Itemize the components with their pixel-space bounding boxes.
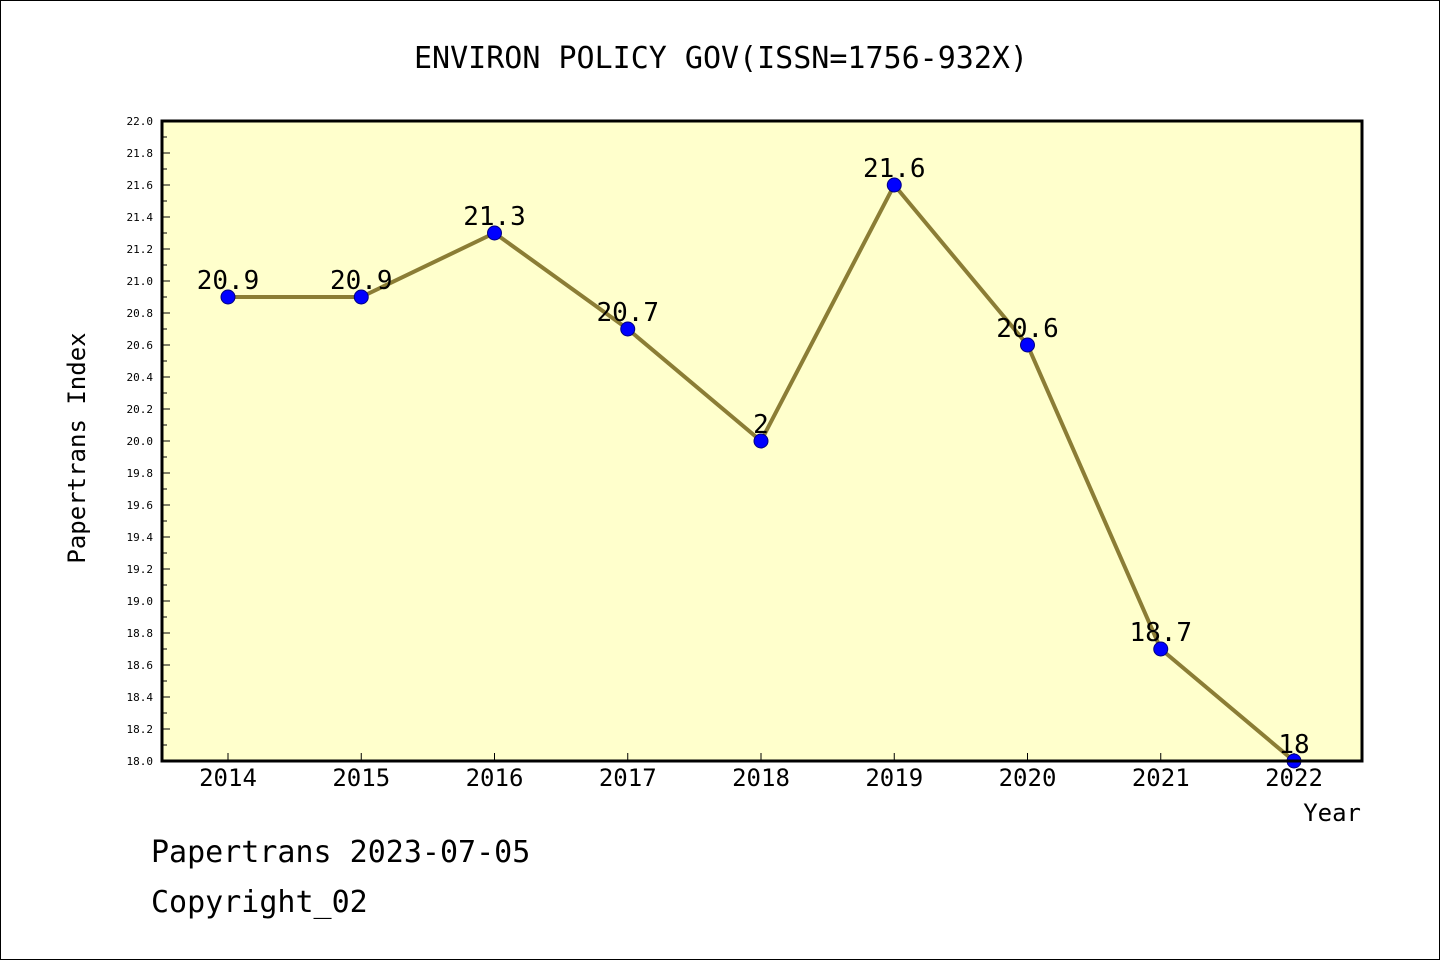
data-label: 20.9 [197, 266, 260, 296]
y-tick-label: 21.4 [127, 211, 154, 224]
y-tick-label: 20.8 [127, 307, 154, 320]
y-tick-label: 19.8 [127, 467, 154, 480]
y-tick-label: 19.2 [127, 563, 154, 576]
x-tick-label: 2015 [332, 764, 390, 792]
x-tick-label: 2022 [1265, 764, 1323, 792]
y-tick-label: 19.0 [127, 595, 154, 608]
x-axis-label: Year [1303, 799, 1361, 827]
x-tick-label: 2014 [199, 764, 257, 792]
x-tick-label: 2018 [732, 764, 790, 792]
x-tick-label: 2019 [865, 764, 923, 792]
data-label: 21.6 [863, 154, 926, 184]
y-tick-label: 22.0 [127, 115, 154, 128]
y-tick-label: 18.6 [127, 659, 154, 672]
y-tick-label: 20.4 [127, 371, 154, 384]
y-tick-label: 21.0 [127, 275, 154, 288]
data-label: 20.6 [996, 314, 1059, 344]
y-tick-label: 18.4 [127, 691, 154, 704]
data-point-marker [620, 321, 636, 337]
data-point-marker [487, 225, 502, 241]
data-label: 18 [1278, 730, 1309, 760]
y-tick-label: 18.0 [127, 755, 154, 768]
y-tick-label: 21.6 [127, 179, 154, 192]
x-tick-label: 2016 [466, 764, 524, 792]
data-point-marker [753, 433, 769, 449]
plot-area: 18.0 18.2 18.4 18.6 18.8 19.0 19.2 19.4 19.6 19.8… [127, 115, 1364, 792]
x-tick-label: 2017 [599, 764, 657, 792]
footer-copyright: Copyright_02 [151, 885, 368, 920]
x-tick-label: 2021 [1132, 764, 1190, 792]
chart-title: ENVIRON POLICY GOV(ISSN=1756-932X) [414, 41, 1028, 76]
y-tick-label: 18.8 [127, 627, 154, 640]
data-point-marker [220, 289, 236, 305]
data-label: 20.7 [596, 298, 659, 328]
y-tick-label: 20.2 [127, 403, 154, 416]
data-point-marker [1153, 641, 1169, 657]
data-label: 2 [753, 410, 769, 440]
data-label: 18.7 [1129, 618, 1192, 648]
y-tick-label: 21.8 [127, 147, 154, 160]
y-tick-label: 20.0 [127, 435, 154, 448]
plot-border [160, 119, 1364, 763]
y-tick-label: 19.6 [127, 499, 154, 512]
data-label: 21.3 [463, 202, 526, 232]
data-point-marker [1020, 337, 1035, 353]
y-tick-label: 19.4 [127, 531, 154, 544]
data-point-marker [353, 289, 369, 305]
y-tick-label: 18.2 [127, 723, 154, 736]
x-tick-label: 2020 [999, 764, 1057, 792]
y-axis-label: Papertrans Index [63, 332, 91, 563]
data-point-marker [886, 177, 902, 193]
y-tick-label: 20.6 [127, 339, 154, 352]
data-label: 20.9 [330, 266, 393, 296]
footer-date: Papertrans 2023-07-05 [151, 835, 531, 870]
y-tick-label: 21.2 [127, 243, 154, 256]
